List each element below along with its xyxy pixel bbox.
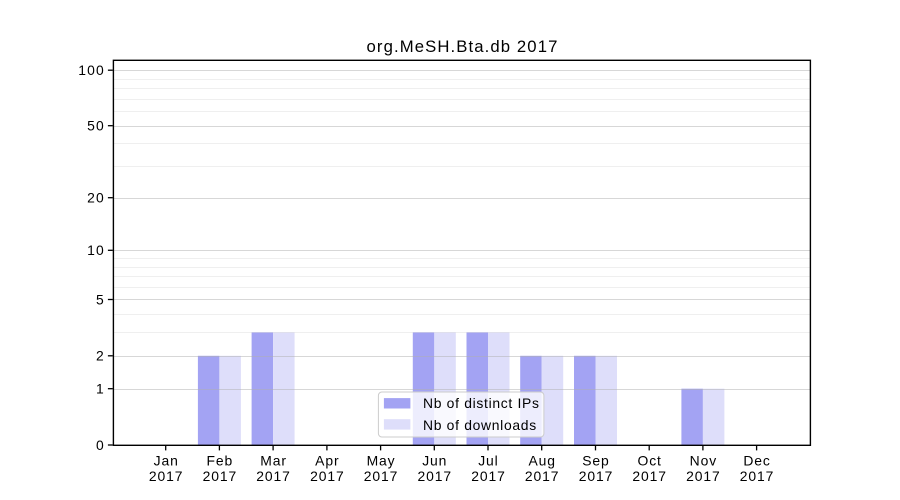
svg-text:2017: 2017: [149, 468, 184, 484]
svg-text:2: 2: [96, 348, 105, 364]
svg-text:Sep: Sep: [582, 453, 609, 469]
svg-text:2017: 2017: [579, 468, 614, 484]
svg-text:Feb: Feb: [207, 453, 234, 469]
svg-text:2017: 2017: [525, 468, 560, 484]
svg-text:2017: 2017: [632, 468, 667, 484]
svg-text:2017: 2017: [364, 468, 399, 484]
svg-text:Apr: Apr: [315, 453, 339, 469]
svg-text:5: 5: [96, 291, 105, 307]
svg-text:Dec: Dec: [743, 453, 770, 469]
svg-text:2017: 2017: [256, 468, 291, 484]
svg-text:10: 10: [87, 242, 105, 258]
svg-text:2017: 2017: [310, 468, 345, 484]
svg-text:2017: 2017: [417, 468, 452, 484]
svg-text:20: 20: [87, 190, 105, 206]
svg-text:2017: 2017: [203, 468, 238, 484]
svg-text:Oct: Oct: [637, 453, 661, 469]
svg-text:Jan: Jan: [154, 453, 179, 469]
svg-text:2017: 2017: [686, 468, 721, 484]
svg-text:2017: 2017: [740, 468, 775, 484]
svg-text:Jul: Jul: [478, 453, 498, 469]
svg-text:Nb of downloads: Nb of downloads: [423, 417, 537, 433]
svg-text:May: May: [367, 453, 396, 469]
svg-text:Aug: Aug: [528, 453, 555, 469]
svg-text:2017: 2017: [471, 468, 506, 484]
svg-text:50: 50: [87, 118, 105, 134]
svg-text:org.MeSH.Bta.db 2017: org.MeSH.Bta.db 2017: [367, 37, 559, 56]
svg-text:1: 1: [96, 381, 105, 397]
svg-text:0: 0: [96, 437, 105, 453]
svg-text:Nb of distinct IPs: Nb of distinct IPs: [423, 395, 540, 411]
svg-text:Mar: Mar: [260, 453, 287, 469]
svg-text:Jun: Jun: [422, 453, 447, 469]
svg-text:100: 100: [78, 62, 105, 78]
svg-text:Nov: Nov: [690, 453, 717, 469]
